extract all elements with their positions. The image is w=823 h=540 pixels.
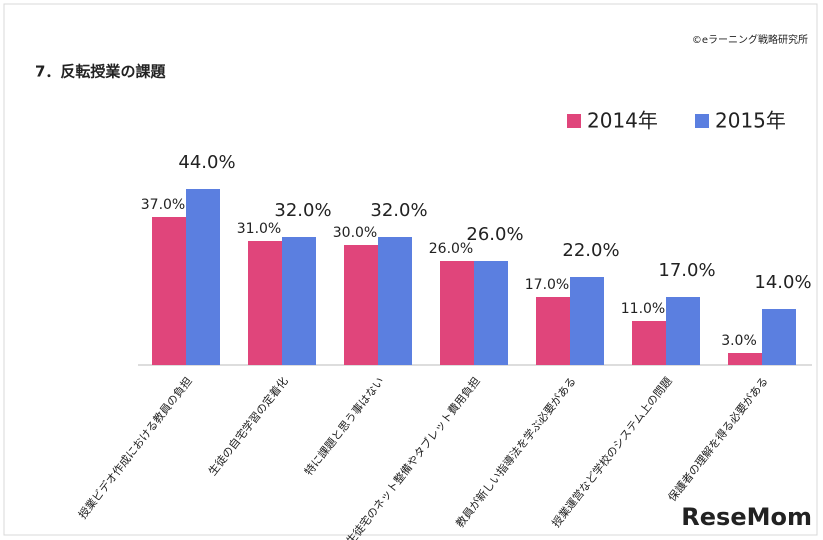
legend-swatch [567,114,581,128]
bar [728,353,762,365]
watermark: ReseMom [681,503,812,531]
value-label: 17.0% [525,277,569,293]
legend-label: 2015年 [715,109,786,133]
value-label: 17.0% [658,260,715,281]
value-label: 26.0% [466,224,523,245]
bar [282,237,316,365]
bar [152,217,186,365]
value-label: 31.0% [237,221,281,237]
legend-swatch [695,114,709,128]
value-label: 44.0% [178,152,235,173]
bar [344,245,378,365]
bar [666,297,700,365]
value-label: 30.0% [333,225,377,241]
chart-title: 7．反転授業の課題 [35,63,166,81]
value-label: 11.0% [621,301,665,317]
value-label: 37.0% [141,197,185,213]
bar [440,261,474,365]
value-label: 32.0% [274,200,331,221]
bar [186,189,220,365]
value-label: 26.0% [429,241,473,257]
value-label: 14.0% [754,272,811,293]
bar [762,309,796,365]
bar [474,261,508,365]
bar [632,321,666,365]
bar [248,241,282,365]
bar [536,297,570,365]
bar [378,237,412,365]
bar [570,277,604,365]
value-label: 3.0% [721,333,757,349]
credit: ©eラーニング戦略研究所 [692,33,808,46]
legend-label: 2014年 [587,109,658,133]
value-label: 22.0% [562,240,619,261]
value-label: 32.0% [370,200,427,221]
